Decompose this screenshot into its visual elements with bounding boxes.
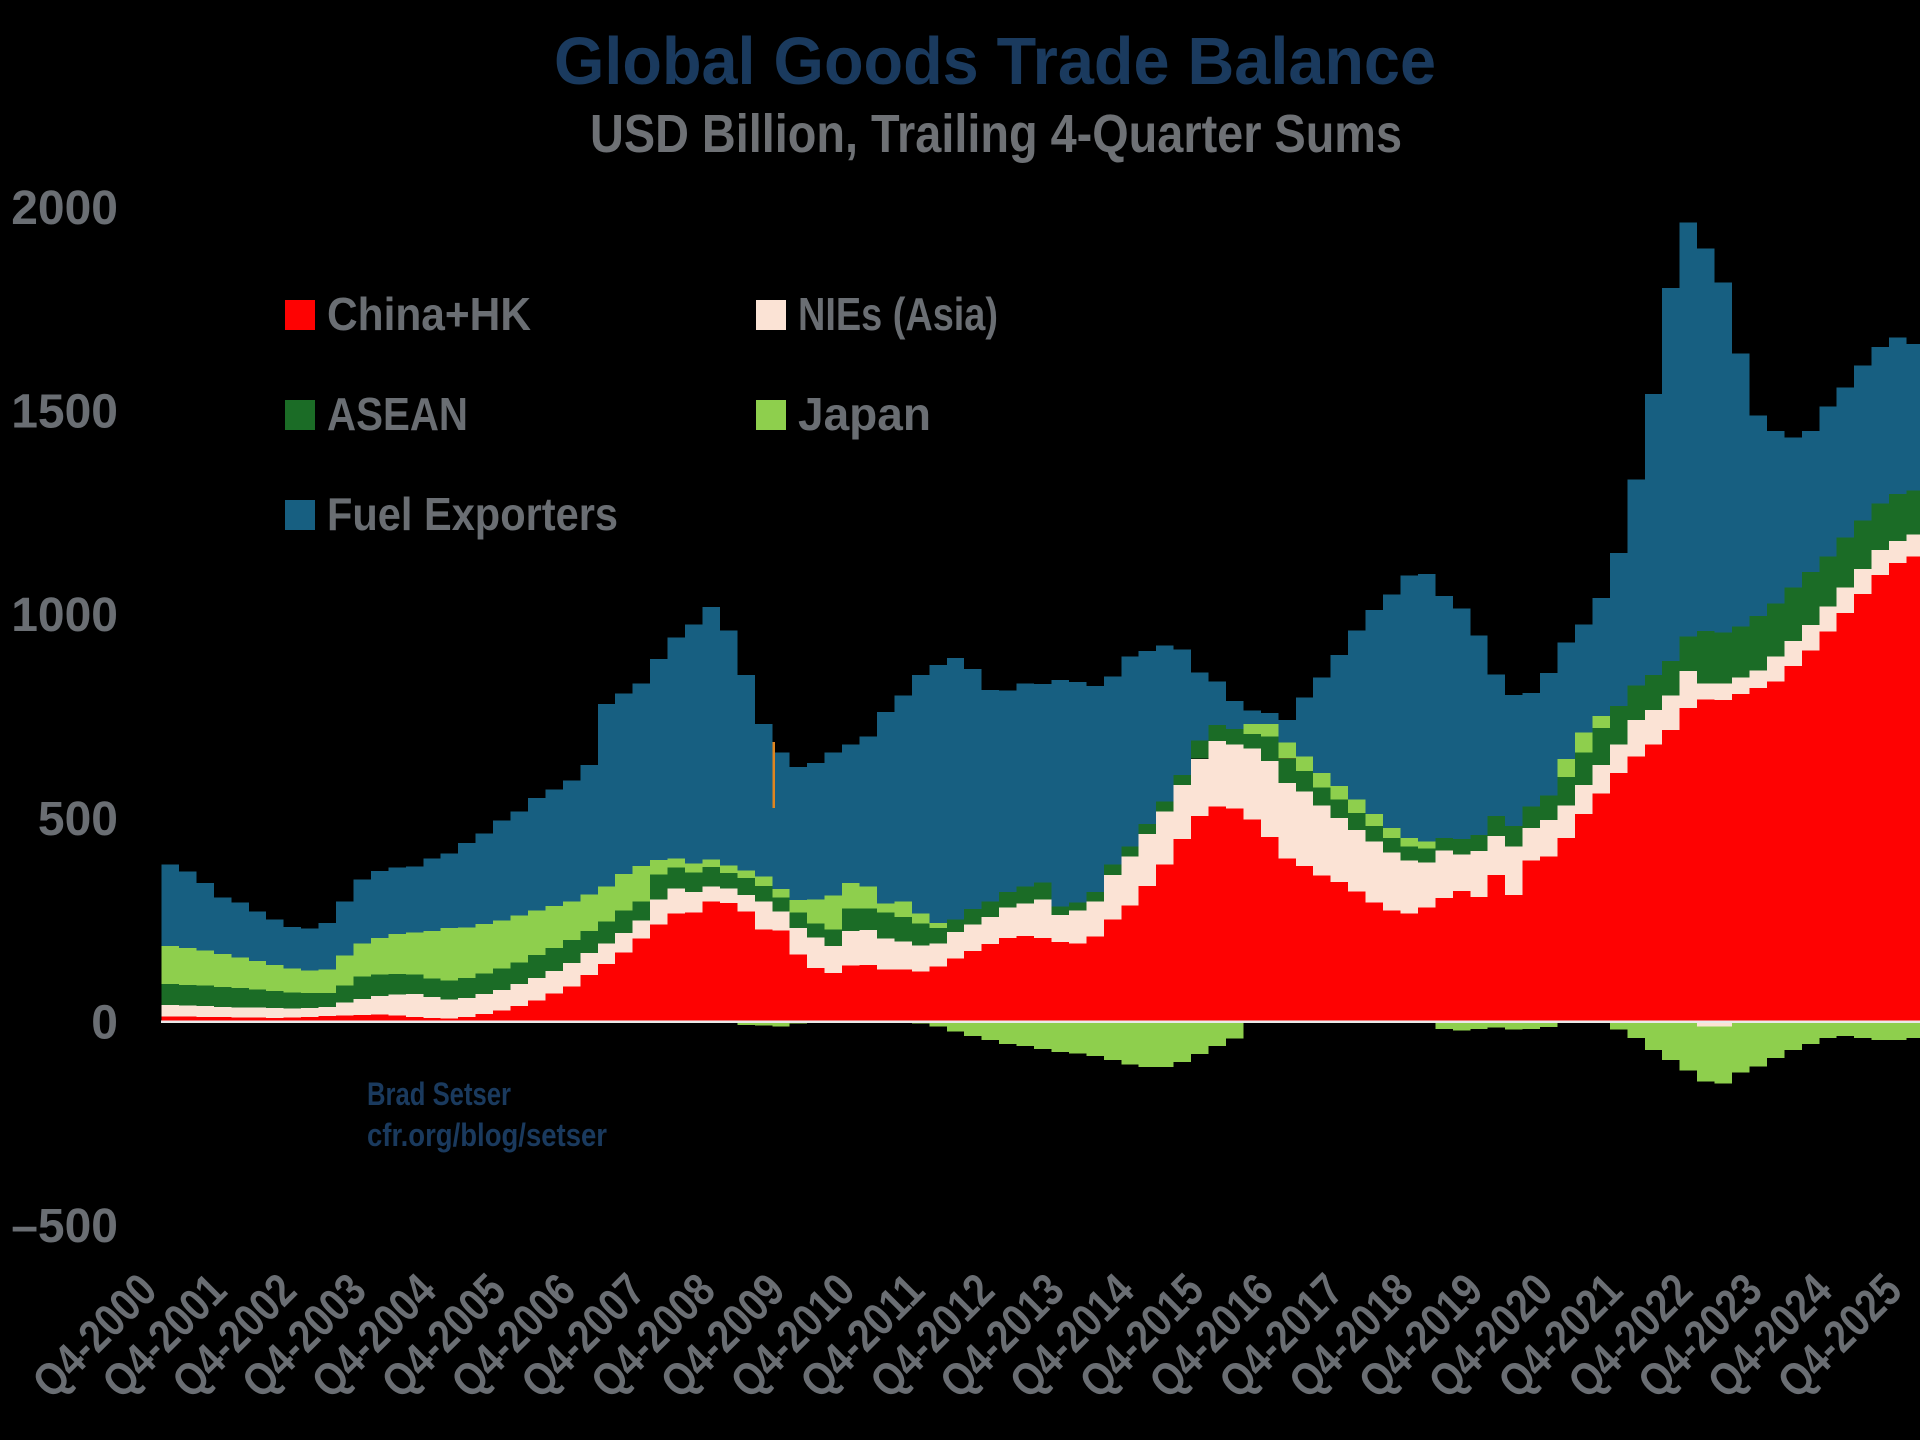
svg-text:1500: 1500: [11, 385, 118, 438]
svg-text:ASEAN: ASEAN: [327, 388, 468, 440]
svg-text:USD Billion, Trailing 4-Quarte: USD Billion, Trailing 4-Quarter Sums: [590, 104, 1402, 164]
svg-text:Brad Setser: Brad Setser: [367, 1076, 511, 1112]
svg-text:NIEs (Asia): NIEs (Asia): [798, 288, 998, 340]
svg-text:1000: 1000: [11, 589, 118, 642]
svg-text:cfr.org/blog/setser: cfr.org/blog/setser: [367, 1117, 607, 1153]
svg-text:500: 500: [38, 793, 118, 846]
svg-text:0: 0: [91, 997, 118, 1050]
svg-text:Japan: Japan: [798, 388, 931, 440]
svg-text:–500: –500: [11, 1200, 118, 1253]
svg-text:Fuel Exporters: Fuel Exporters: [327, 488, 618, 540]
svg-text:2000: 2000: [11, 182, 118, 235]
svg-text:Global Goods Trade Balance: Global Goods Trade Balance: [554, 24, 1436, 99]
svg-text:China+HK: China+HK: [327, 288, 531, 340]
